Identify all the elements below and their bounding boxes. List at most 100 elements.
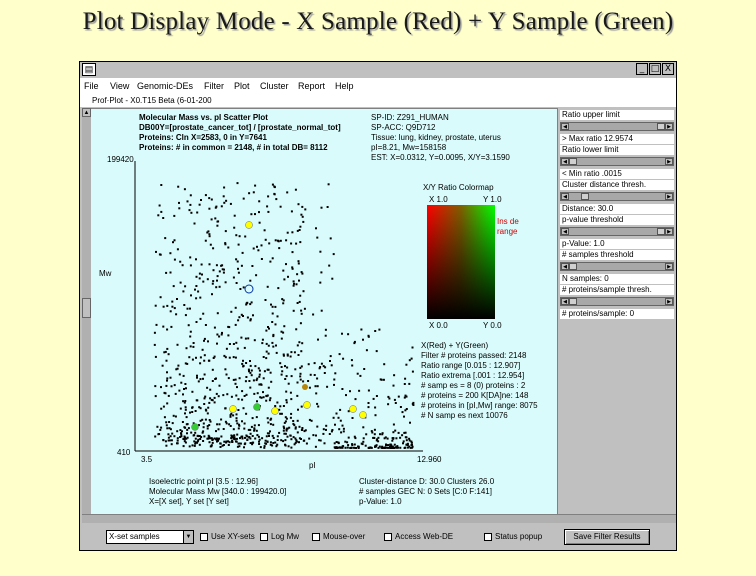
- p-value-label: p-value threshold: [560, 215, 674, 225]
- stats-line-7: # proteins in [pI,Mw] range: 8075: [421, 401, 538, 410]
- info-line: Prof·Plot - X0.T15 Beta (6-01-200: [80, 94, 676, 107]
- spot-pi-mw: pI=8.21, Mw=158158: [371, 143, 447, 152]
- colormap-y1: Y 1.0: [483, 195, 502, 204]
- x-axis-label: pI: [309, 461, 316, 470]
- colormap-note2: range: [497, 227, 518, 236]
- plot-panel[interactable]: Molecular Mass vs. pI Scatter Plot DB00Y…: [82, 108, 558, 523]
- proteins-sample-value: # proteins/sample: 0: [560, 309, 674, 319]
- access-web-de-checkbox[interactable]: Access Web-DE: [384, 532, 453, 541]
- scroll-up-icon[interactable]: ▲: [82, 108, 91, 117]
- highlight-point: [245, 221, 253, 229]
- menu-bar: File View Genomic-DEs Filter Plot Cluste…: [80, 78, 676, 94]
- stats-line-6: # proteins = 200 K[DA]ne: 148: [421, 391, 529, 400]
- menu-help[interactable]: Help: [335, 81, 354, 91]
- proteins-sample-label: # proteins/sample thresh.: [560, 285, 674, 295]
- stats-line-3: Ratio range [0.015 : 12.907]: [421, 361, 521, 370]
- y-axis-label: Mw: [99, 269, 112, 278]
- menu-view[interactable]: View: [110, 81, 130, 91]
- samples-threshold-slider[interactable]: ◀ ▶: [560, 262, 674, 271]
- xy-sets: X=[X set], Y set [Y set]: [149, 497, 229, 506]
- stats-line-8: # N samp es next 10076: [421, 411, 508, 420]
- use-xy-sets-checkbox[interactable]: Use XY-sets: [200, 532, 255, 541]
- status-popup-checkbox[interactable]: Status popup: [484, 532, 542, 541]
- stats-line-4: Ratio extrema [.001 : 12.954]: [421, 371, 525, 380]
- highlight-point: [253, 403, 261, 411]
- cluster-distance-value: Distance: 30.0: [560, 204, 674, 214]
- highlight-point: [229, 405, 237, 413]
- maximize-button[interactable]: □: [649, 63, 661, 75]
- cluster-distance-label: Cluster distance thresh.: [560, 180, 674, 190]
- plot-title: Molecular Mass vs. pI Scatter Plot: [139, 113, 268, 122]
- highlight-point: [303, 401, 311, 409]
- threshold-panel: Ratio upper limit ◀ ▶ > Max ratio 12.9574…: [558, 108, 676, 523]
- colormap-y0: Y 0.0: [483, 321, 502, 330]
- selected-point-marker: [244, 284, 254, 294]
- colormap-x1: X 1.0: [429, 195, 448, 204]
- close-button[interactable]: X: [662, 63, 674, 75]
- chevron-down-icon[interactable]: ▼: [183, 531, 193, 543]
- highlight-point: [349, 405, 357, 413]
- samples-threshold-label: # samples threshold: [560, 250, 674, 260]
- mouse-over-checkbox[interactable]: Mouse-over: [312, 532, 365, 541]
- horizontal-scrollbar[interactable]: [82, 514, 676, 523]
- save-filter-results-button[interactable]: Save Filter Results: [564, 529, 650, 545]
- plot-proteins-line: Proteins: Cln X=2583, 0 in Y=7641: [139, 133, 267, 142]
- title-bar: ▤ _ □ X: [80, 62, 676, 78]
- scroll-thumb[interactable]: [82, 298, 91, 318]
- samples-gec: # samples GEC N: 0 Sets [C:0 F:141]: [359, 487, 492, 496]
- ratio-upper-value: > Max ratio 12.9574: [560, 134, 674, 144]
- ratio-lower-label: Ratio lower limit: [560, 145, 674, 155]
- sample-set-select[interactable]: X-set samples ▼: [106, 530, 194, 544]
- highlight-point: [271, 407, 279, 415]
- spot-id: SP-ID: Z291_HUMAN: [371, 113, 449, 122]
- x-right-label: 12.960: [417, 455, 442, 464]
- spot-est: EST: X=0.0312, Y=0.0095, X/Y=3.1590: [371, 153, 510, 162]
- menu-report[interactable]: Report: [298, 81, 326, 91]
- menu-file[interactable]: File: [84, 81, 99, 91]
- ratio-lower-value: < Min ratio .0015: [560, 169, 674, 179]
- menu-plot[interactable]: Plot: [234, 81, 250, 91]
- y-bottom-label: 410: [117, 448, 131, 457]
- p-value-value: p-Value: 1.0: [560, 239, 674, 249]
- colormap-x0: X 0.0: [429, 321, 448, 330]
- minimize-button[interactable]: _: [636, 63, 648, 75]
- scatter-points: [153, 182, 415, 449]
- slide-title: Plot Display Mode - X Sample (Red) + Y S…: [82, 8, 674, 35]
- ratio-upper-label: Ratio upper limit: [560, 110, 674, 120]
- colormap-note1: Ins de: [497, 217, 519, 226]
- highlight-point: [191, 423, 199, 431]
- menu-filter[interactable]: Filter: [204, 81, 224, 91]
- plot-db-line: DB00Y=[prostate_cancer_tot] / [prostate_…: [139, 123, 341, 132]
- plot-vertical-scrollbar[interactable]: ▲ ▼: [82, 108, 91, 523]
- proteins-sample-slider[interactable]: ◀ ▶: [560, 297, 674, 306]
- log-mw-checkbox[interactable]: Log Mw: [260, 532, 299, 541]
- x-left-label: 3.5: [141, 455, 153, 464]
- system-menu-icon[interactable]: ▤: [82, 63, 96, 76]
- plot-common-line: Proteins: # in common = 2148, # in total…: [139, 143, 328, 152]
- colormap-title: X/Y Ratio Colormap: [423, 183, 494, 192]
- y-top-label: 199420: [107, 155, 134, 164]
- mw-range: Molecular Mass Mw [340.0 : 199420.0]: [149, 487, 287, 496]
- ratio-upper-slider[interactable]: ◀ ▶: [560, 122, 674, 131]
- samples-threshold-value: N samples: 0: [560, 274, 674, 284]
- menu-cluster[interactable]: Cluster: [260, 81, 289, 91]
- highlight-point: [302, 384, 308, 390]
- stats-line-1: X(Red) + Y(Green): [421, 341, 489, 350]
- highlight-point: [359, 411, 367, 419]
- spot-acc: SP-ACC: Q9D712: [371, 123, 436, 132]
- menu-genomic-des[interactable]: Genomic-DEs: [137, 81, 194, 91]
- stats-line-2: Filter # proteins passed: 2148: [421, 351, 527, 360]
- scatter-plot[interactable]: [83, 109, 559, 524]
- bottom-toolbar: X-set samples ▼ Use XY-sets Log Mw Mouse…: [80, 524, 676, 550]
- cluster-distance-slider[interactable]: ◀ ▶: [560, 192, 674, 201]
- pi-range: Isoelectric point pI [3.5 : 12.96]: [149, 477, 258, 486]
- p-value-slider[interactable]: ◀ ▶: [560, 227, 674, 236]
- colormap-shade: [427, 205, 495, 319]
- p-value: p-Value: 1.0: [359, 497, 402, 506]
- sample-set-value: X-set samples: [109, 532, 160, 541]
- spot-tissue: Tissue: lung, kidney, prostate, uterus: [371, 133, 501, 142]
- app-window: ▤ _ □ X File View Genomic-DEs Filter Plo…: [79, 61, 677, 551]
- cluster-distance: Cluster-distance D: 30.0 Clusters 26.0: [359, 477, 495, 486]
- ratio-lower-slider[interactable]: ◀ ▶: [560, 157, 674, 166]
- stats-line-5: # samp es = 8 (0) proteins : 2: [421, 381, 526, 390]
